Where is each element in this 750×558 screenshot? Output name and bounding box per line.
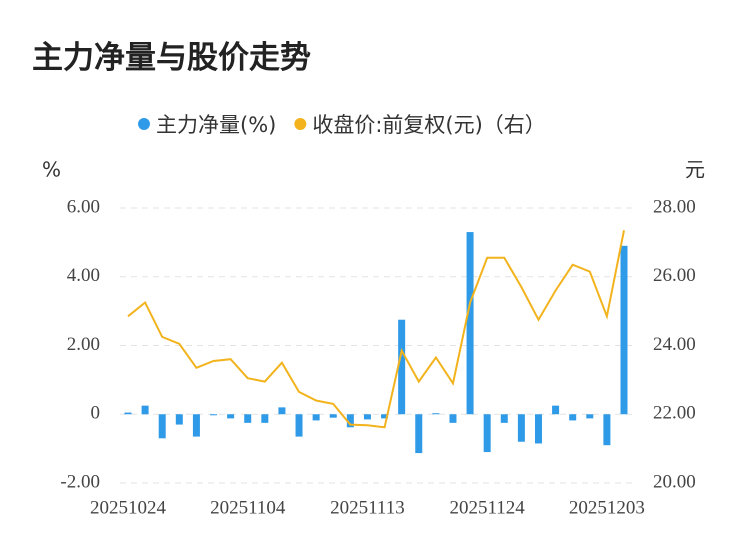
y2-tick-label: 26.00 (653, 265, 696, 286)
bar (210, 414, 218, 416)
y-tick-label: 0 (91, 403, 101, 424)
bar (620, 245, 628, 415)
bar (603, 414, 611, 446)
y-tick-label: 6.00 (67, 196, 100, 217)
y-tick-label: 4.00 (67, 265, 100, 286)
chart-title: 主力净量与股价走势 (32, 40, 311, 76)
bar (398, 319, 406, 415)
bar (227, 414, 235, 419)
bar (432, 413, 440, 415)
bar (569, 414, 577, 421)
bar (449, 414, 457, 423)
bar (192, 414, 200, 437)
x-tick-label: 20251203 (569, 497, 645, 518)
bar (552, 405, 560, 415)
legend-marker (294, 118, 307, 130)
bar (534, 414, 542, 444)
y2-unit: 元 (685, 158, 705, 182)
x-tick-label: 20251104 (210, 497, 286, 518)
bar (141, 405, 149, 415)
bar (312, 414, 320, 421)
y-unit: % (42, 158, 61, 182)
bar (381, 414, 389, 419)
bar (466, 232, 474, 415)
bar (278, 407, 286, 415)
bar (363, 414, 371, 420)
bar (500, 414, 508, 423)
y2-tick-label: 20.00 (653, 471, 696, 492)
bar (517, 414, 525, 442)
bar (244, 414, 252, 423)
bar (158, 414, 166, 439)
y2-tick-label: 24.00 (653, 334, 696, 355)
x-tick-label: 20251024 (90, 497, 167, 518)
bar (175, 414, 183, 425)
bar (346, 414, 354, 428)
legend-label: 主力净量(%) (156, 113, 276, 137)
bar (329, 414, 337, 418)
bar (415, 414, 423, 454)
bar (261, 414, 269, 423)
x-tick-label: 20251113 (330, 497, 405, 518)
y2-tick-label: 28.00 (653, 196, 696, 217)
bar (295, 414, 303, 437)
price-line (127, 230, 625, 429)
legend-marker (138, 118, 150, 130)
y-tick-label: -2.00 (60, 471, 100, 492)
bar (124, 412, 132, 415)
y2-tick-label: 22.00 (653, 403, 696, 424)
legend-label: 收盘价:前复权(元)（右） (312, 113, 545, 137)
bar (586, 414, 594, 419)
x-tick-label: 20251124 (450, 497, 526, 518)
y-tick-label: 2.00 (67, 334, 100, 355)
bar (483, 414, 491, 453)
